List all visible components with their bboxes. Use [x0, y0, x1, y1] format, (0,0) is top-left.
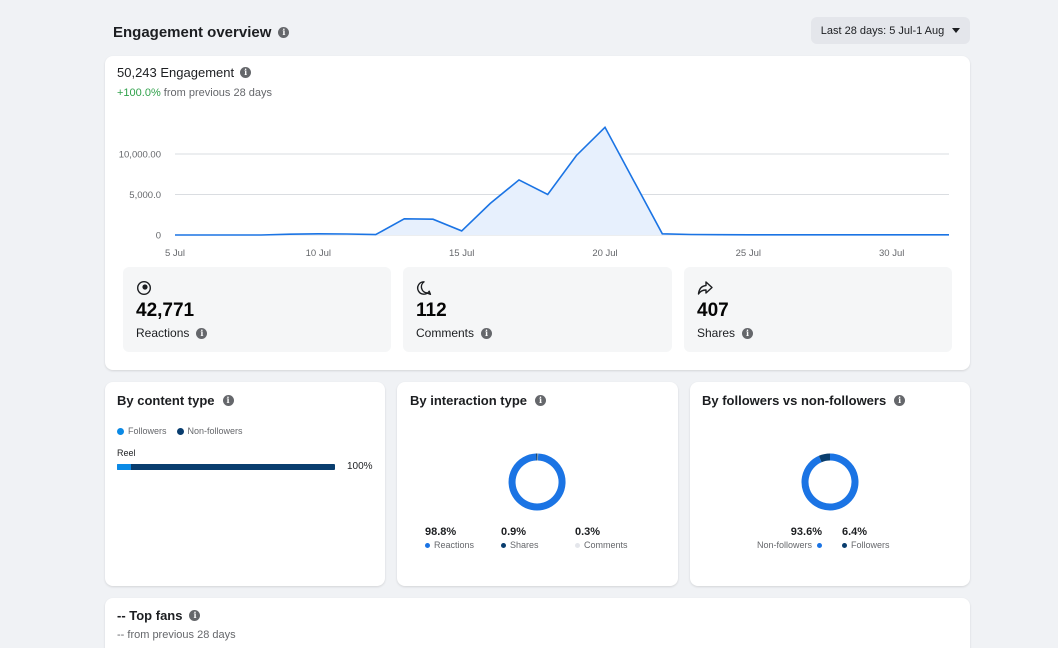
top-fans-header: -- Top fans i — [117, 608, 201, 623]
reactions-icon — [136, 280, 152, 296]
info-icon[interactable]: i — [481, 327, 493, 339]
y-tick-label: 0 — [156, 231, 161, 242]
followers-legend-label: Followers — [851, 540, 890, 550]
interaction-type-card: By interaction type i 98.8% Reactions 0.… — [397, 382, 678, 586]
interaction-donut-chart[interactable] — [507, 452, 567, 512]
info-icon[interactable]: i — [278, 26, 290, 38]
donut-slice-followers[interactable] — [818, 453, 831, 463]
reactions-value: 42,771 — [136, 300, 195, 321]
reel-bar-followers — [117, 464, 132, 470]
page-title: Engagement overview — [113, 23, 272, 41]
comments-percent: 0.3% — [575, 526, 601, 538]
followers-donut-chart[interactable] — [800, 452, 860, 512]
engagement-change: +100.0% from previous 28 days — [117, 87, 272, 99]
date-range-dropdown[interactable]: Last 28 days: 5 Jul-1 Aug — [811, 17, 970, 44]
reactions-stat-card[interactable]: 42,771 Reactions i — [123, 267, 391, 352]
reactions-legend-label: Reactions — [434, 540, 475, 550]
legend-dot-reactions — [425, 542, 430, 548]
legend-dot-non-followers — [817, 542, 822, 548]
followers-header: By followers vs non-followers i — [702, 393, 906, 408]
engagement-total-row: 50,243 Engagement i — [117, 65, 252, 80]
reel-percent: 100% — [347, 461, 373, 472]
interaction-legend-shares: 0.9% Shares — [501, 526, 539, 550]
content-type-header: By content type i — [117, 393, 234, 408]
change-text: from previous 28 days — [160, 87, 273, 99]
comments-stat-card[interactable]: 112 Comments i — [403, 267, 672, 352]
content-type-card: By content type i Followers Non-follower… — [105, 382, 385, 586]
share-icon — [697, 281, 713, 295]
interaction-type-header: By interaction type i — [410, 393, 547, 408]
caret-down-icon — [952, 28, 961, 33]
non-followers-percent: 93.6% — [790, 526, 822, 538]
followers-title: By followers vs non-followers — [702, 393, 887, 408]
followers-percent: 6.4% — [842, 526, 868, 538]
shares-label-row: Shares i — [697, 326, 754, 340]
comment-icon — [416, 281, 432, 295]
donut-slice-non-followers[interactable] — [801, 453, 859, 511]
top-fans-title: -- Top fans — [117, 608, 183, 623]
engagement-total: 50,243 Engagement — [117, 65, 235, 80]
legend-dot-followers — [117, 427, 124, 435]
shares-label: Shares — [697, 326, 736, 340]
info-icon[interactable]: i — [196, 327, 208, 339]
shares-percent: 0.9% — [501, 526, 527, 538]
y-tick-label: 10,000.00 — [119, 150, 161, 161]
info-icon[interactable]: i — [240, 67, 252, 78]
content-type-title: By content type — [117, 393, 215, 408]
info-icon[interactable]: i — [894, 395, 906, 406]
legend-dot-followers — [842, 542, 847, 548]
x-tick-label: 15 Jul — [449, 248, 474, 259]
content-type-legend: Followers Non-followers — [117, 426, 243, 436]
comments-label: Comments — [416, 326, 475, 340]
date-range-label: Last 28 days: 5 Jul-1 Aug — [820, 24, 945, 37]
non-followers-legend-label: Non-followers — [756, 540, 812, 550]
donut-slice-reactions[interactable] — [508, 453, 566, 511]
reactions-label: Reactions — [136, 326, 190, 340]
comments-value: 112 — [416, 300, 447, 321]
interaction-legend-reactions: 98.8% Reactions — [425, 526, 474, 550]
followers-legend-followers: 6.4% Followers — [842, 526, 890, 550]
info-icon[interactable]: i — [189, 610, 201, 621]
engagement-card: 50,243 Engagement i +100.0% from previou… — [105, 56, 970, 370]
reactions-percent: 98.8% — [425, 526, 457, 538]
info-icon[interactable]: i — [535, 395, 547, 406]
info-icon[interactable]: i — [222, 395, 234, 406]
chart-area — [175, 127, 949, 235]
legend-label-non-followers: Non-followers — [187, 426, 243, 436]
legend-dot-non-followers — [176, 427, 184, 435]
chart-line — [175, 125, 949, 236]
shares-legend-label: Shares — [510, 540, 539, 550]
x-tick-label: 25 Jul — [736, 248, 761, 259]
top-fans-subtitle: -- from previous 28 days — [117, 629, 236, 641]
reel-label: Reel — [117, 448, 136, 458]
x-tick-label: 30 Jul — [879, 248, 904, 259]
shares-value: 407 — [697, 300, 729, 321]
change-value: +100.0% — [117, 87, 161, 99]
legend-label-followers: Followers — [128, 426, 167, 436]
x-tick-label: 5 Jul — [165, 248, 185, 259]
legend-dot-comments — [575, 542, 580, 548]
interaction-type-title: By interaction type — [410, 393, 528, 408]
comments-legend-label: Comments — [584, 540, 628, 550]
engagement-chart: 10,000.00 5,000.0 0 5 Jul 10 Jul 15 Jul 20 Ju… — [119, 125, 949, 259]
followers-card: By followers vs non-followers i 93.6% No… — [690, 382, 970, 586]
top-fans-card: -- Top fans i -- from previous 28 days — [105, 598, 970, 648]
x-tick-label: 10 Jul — [306, 248, 331, 259]
followers-legend-non-followers: 93.6% Non-followers — [746, 526, 822, 550]
info-icon[interactable]: i — [742, 327, 754, 339]
comments-label-row: Comments i — [416, 326, 493, 340]
page-header: Engagement overview i — [113, 22, 290, 42]
reel-bar[interactable] — [117, 464, 335, 470]
shares-stat-card[interactable]: 407 Shares i — [684, 267, 952, 352]
interaction-legend-comments: 0.3% Comments — [575, 526, 628, 550]
y-tick-label: 5,000.0 — [129, 190, 161, 201]
x-tick-label: 20 Jul — [592, 248, 617, 259]
legend-dot-shares — [501, 542, 506, 548]
reactions-label-row: Reactions i — [136, 326, 208, 340]
